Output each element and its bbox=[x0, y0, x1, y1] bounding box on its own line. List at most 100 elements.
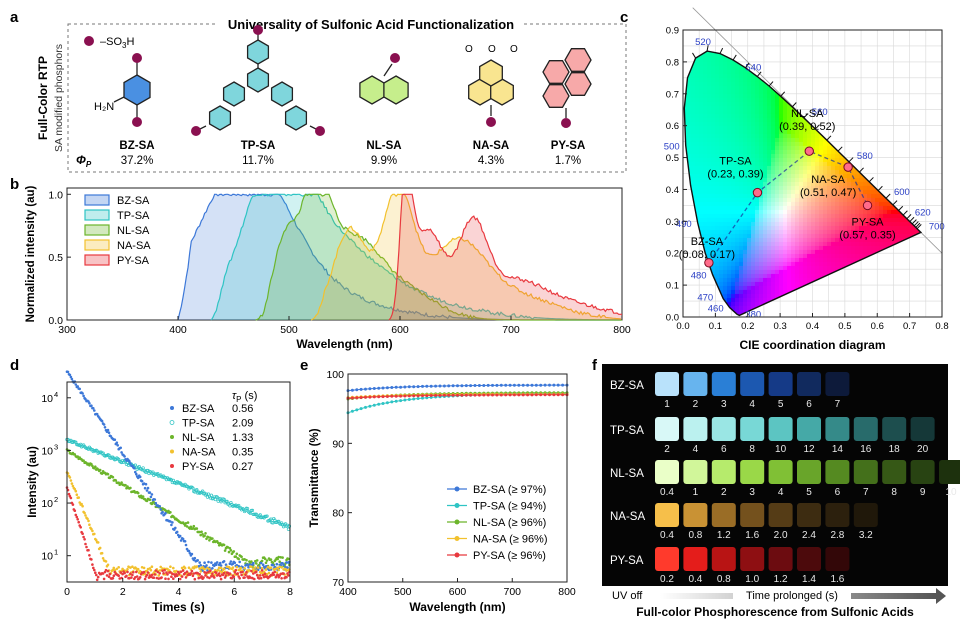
gamut-cell bbox=[739, 181, 744, 187]
gamut-cell bbox=[719, 161, 724, 167]
gamut-cell bbox=[879, 46, 884, 51]
gamut-cell bbox=[803, 305, 808, 311]
gamut-cell bbox=[739, 261, 744, 267]
quantum-yield-value: 37.2% bbox=[121, 155, 154, 167]
gamut-cell bbox=[743, 253, 748, 259]
gamut-cell bbox=[779, 85, 784, 91]
gamut-cell bbox=[871, 269, 876, 275]
gamut-cell bbox=[759, 249, 764, 255]
gamut-cell bbox=[839, 269, 844, 275]
gamut-cell bbox=[743, 201, 748, 207]
gamut-cell bbox=[923, 250, 928, 255]
legend-label: BZ-SA bbox=[117, 195, 150, 207]
gamut-cell bbox=[703, 237, 708, 243]
gamut-cell bbox=[783, 53, 788, 59]
gamut-cell bbox=[895, 217, 900, 223]
gamut-cell bbox=[739, 153, 744, 159]
gamut-cell bbox=[743, 189, 748, 195]
gamut-cell bbox=[767, 149, 772, 155]
gamut-cell bbox=[767, 245, 772, 251]
panel-label-b: b bbox=[10, 176, 19, 193]
gamut-cell bbox=[775, 137, 780, 143]
gamut-cell bbox=[823, 201, 828, 207]
gamut-cell bbox=[715, 153, 720, 159]
gamut-cell bbox=[699, 65, 704, 71]
gamut-cell bbox=[807, 46, 812, 51]
gamut-cell bbox=[684, 269, 688, 275]
gamut-cell bbox=[851, 53, 856, 59]
decay-point bbox=[198, 530, 201, 534]
gamut-cell bbox=[867, 229, 872, 235]
gamut-cell bbox=[915, 85, 920, 91]
gamut-cell bbox=[899, 113, 904, 119]
gamut-cell bbox=[851, 145, 856, 151]
gamut-cell bbox=[847, 97, 852, 103]
gamut-cell bbox=[819, 221, 824, 227]
gamut-cell bbox=[759, 297, 764, 303]
gamut-cell bbox=[699, 213, 704, 219]
gamut-cell bbox=[847, 273, 852, 279]
gamut-cell bbox=[771, 121, 776, 127]
gamut-cell bbox=[739, 257, 744, 263]
gamut-cell bbox=[863, 217, 868, 223]
gamut-cell bbox=[691, 65, 696, 71]
gamut-cell bbox=[855, 197, 860, 203]
gamut-cell bbox=[695, 157, 700, 163]
gamut-cell bbox=[779, 189, 784, 195]
gamut-cell bbox=[703, 221, 708, 227]
gamut-cell bbox=[711, 97, 716, 103]
gamut-cell bbox=[771, 197, 776, 203]
gamut-cell bbox=[727, 145, 732, 151]
gamut-cell bbox=[767, 273, 772, 279]
gamut-cell bbox=[759, 257, 764, 263]
gamut-cell bbox=[835, 213, 840, 219]
gamut-cell bbox=[751, 237, 756, 243]
gamut-cell bbox=[731, 193, 736, 199]
gamut-cell bbox=[891, 233, 896, 239]
gamut-cell bbox=[887, 285, 892, 291]
gamut-cell bbox=[907, 177, 912, 183]
gamut-cell bbox=[771, 105, 776, 111]
gamut-cell bbox=[903, 293, 908, 299]
decay-point bbox=[205, 495, 210, 499]
gamut-cell bbox=[863, 97, 868, 103]
gamut-cell bbox=[831, 265, 836, 271]
gamut-cell bbox=[771, 281, 776, 287]
gamut-cell bbox=[847, 145, 852, 151]
gamut-cell bbox=[684, 301, 688, 307]
gamut-cell bbox=[807, 97, 812, 103]
cie-point-name: NL-SA bbox=[791, 108, 824, 120]
gamut-cell bbox=[803, 221, 808, 227]
series-fill-tp-sa bbox=[211, 194, 623, 320]
gamut-cell bbox=[791, 273, 796, 279]
gamut-cell bbox=[775, 141, 780, 147]
gamut-cell bbox=[811, 221, 816, 227]
gamut-cell bbox=[835, 293, 840, 299]
gamut-cell bbox=[711, 241, 716, 247]
gamut-cell bbox=[751, 289, 756, 295]
gamut-cell bbox=[871, 221, 876, 227]
gamut-cell bbox=[783, 193, 788, 199]
gamut-cell bbox=[883, 265, 888, 271]
decay-point bbox=[181, 537, 185, 541]
gamut-cell bbox=[823, 197, 828, 203]
gamut-cell bbox=[771, 157, 776, 163]
locus-tick bbox=[837, 146, 843, 152]
gamut-cell bbox=[807, 125, 812, 131]
gamut-cell bbox=[831, 245, 836, 251]
locus-tick bbox=[780, 91, 786, 97]
gamut-cell bbox=[851, 229, 856, 235]
gamut-cell bbox=[715, 133, 720, 139]
gamut-cell bbox=[779, 281, 784, 287]
gamut-cell bbox=[759, 261, 764, 267]
gamut-cell bbox=[691, 117, 696, 123]
wavelength-label: 460 bbox=[708, 304, 724, 315]
gamut-cell bbox=[727, 105, 732, 111]
gamut-cell bbox=[847, 257, 852, 263]
gamut-cell bbox=[735, 277, 740, 283]
gamut-cell bbox=[831, 313, 836, 316]
gamut-cell bbox=[795, 46, 800, 51]
gamut-cell bbox=[835, 129, 840, 135]
gamut-cell bbox=[855, 209, 860, 215]
gamut-cell bbox=[787, 229, 792, 235]
